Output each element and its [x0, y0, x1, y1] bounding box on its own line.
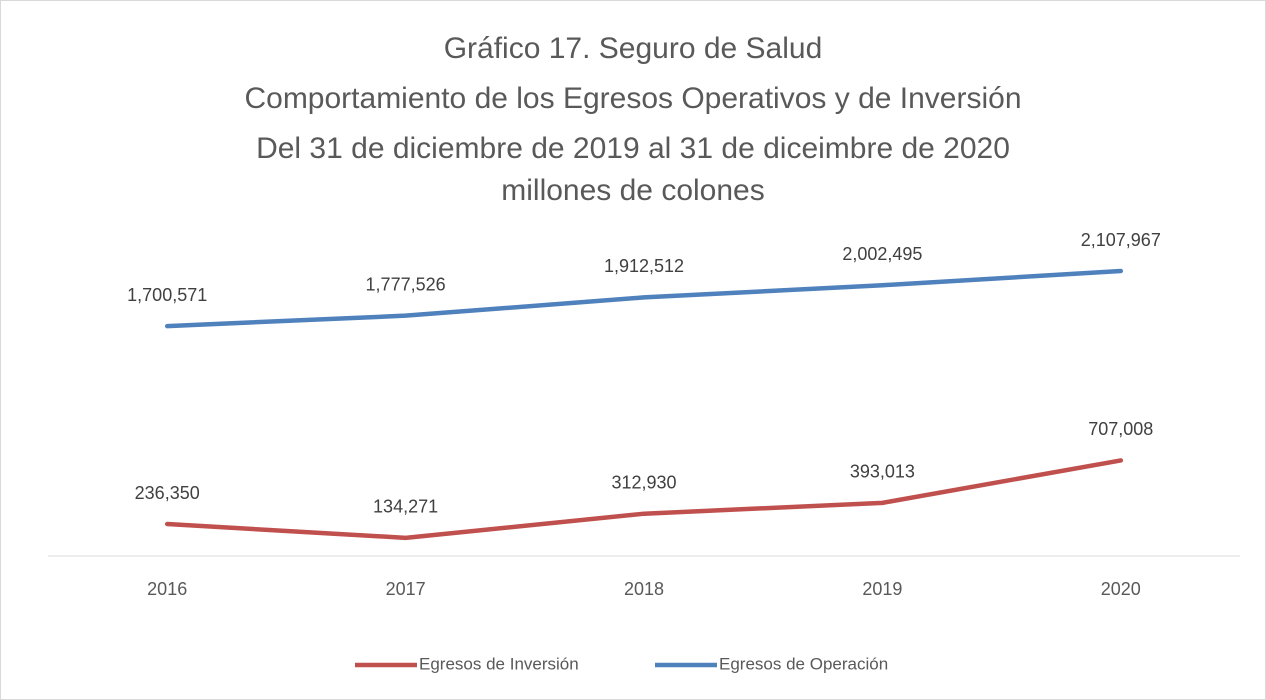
data-label: 2,107,967	[1081, 230, 1161, 250]
x-tick-label: 2020	[1101, 579, 1141, 599]
x-tick-label: 2017	[386, 579, 426, 599]
data-label: 1,777,526	[366, 274, 446, 294]
data-label: 393,013	[850, 462, 915, 482]
chart-title: Gráfico 17. Seguro de Salud	[444, 32, 823, 65]
x-tick-label: 2019	[862, 579, 902, 599]
chart-title: millones de colones	[501, 174, 764, 207]
data-label: 236,350	[135, 483, 200, 503]
x-tick-label: 2018	[624, 579, 664, 599]
data-label: 1,912,512	[604, 256, 684, 276]
chart-title: Comportamiento de los Egresos Operativos…	[244, 82, 1021, 115]
legend-label: Egresos de Operación	[719, 654, 888, 673]
data-label: 1,700,571	[127, 285, 207, 305]
data-label: 707,008	[1088, 419, 1153, 439]
legend-label: Egresos de Inversión	[419, 654, 579, 673]
data-label: 312,930	[611, 472, 676, 492]
chart-title: Del 31 de diciembre de 2019 al 31 de dic…	[256, 132, 1010, 165]
series-line	[164, 458, 1124, 541]
series-line	[164, 268, 1124, 329]
data-label: 2,002,495	[842, 244, 922, 264]
x-tick-label: 2016	[147, 579, 187, 599]
data-label: 134,271	[373, 497, 438, 517]
